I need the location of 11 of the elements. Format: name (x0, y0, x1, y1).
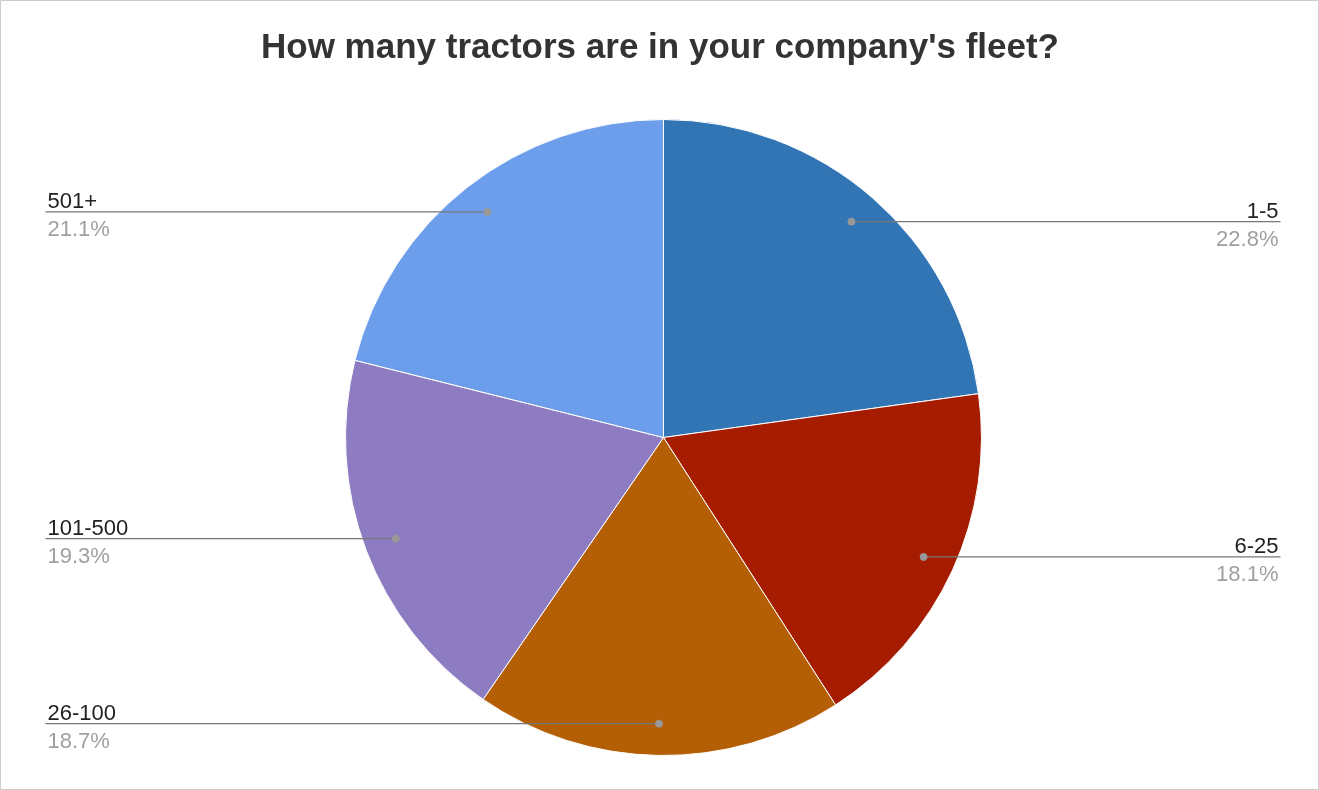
data-label: 18.1% (1216, 560, 1279, 586)
slice-label: 1-5 (1246, 197, 1279, 223)
chart-title: How many tractors are in your company's fleet? (261, 26, 1059, 65)
slice-label: 101-500 (47, 514, 129, 540)
data-label: 19.3% (47, 542, 110, 568)
slice-label: 501+ (47, 187, 98, 213)
slice-label: 26-100 (47, 699, 117, 725)
data-label: 21.1% (47, 215, 110, 241)
data-label: 22.8% (1216, 225, 1279, 251)
slice-label: 6-25 (1234, 532, 1279, 558)
data-label: 18.7% (47, 727, 110, 753)
